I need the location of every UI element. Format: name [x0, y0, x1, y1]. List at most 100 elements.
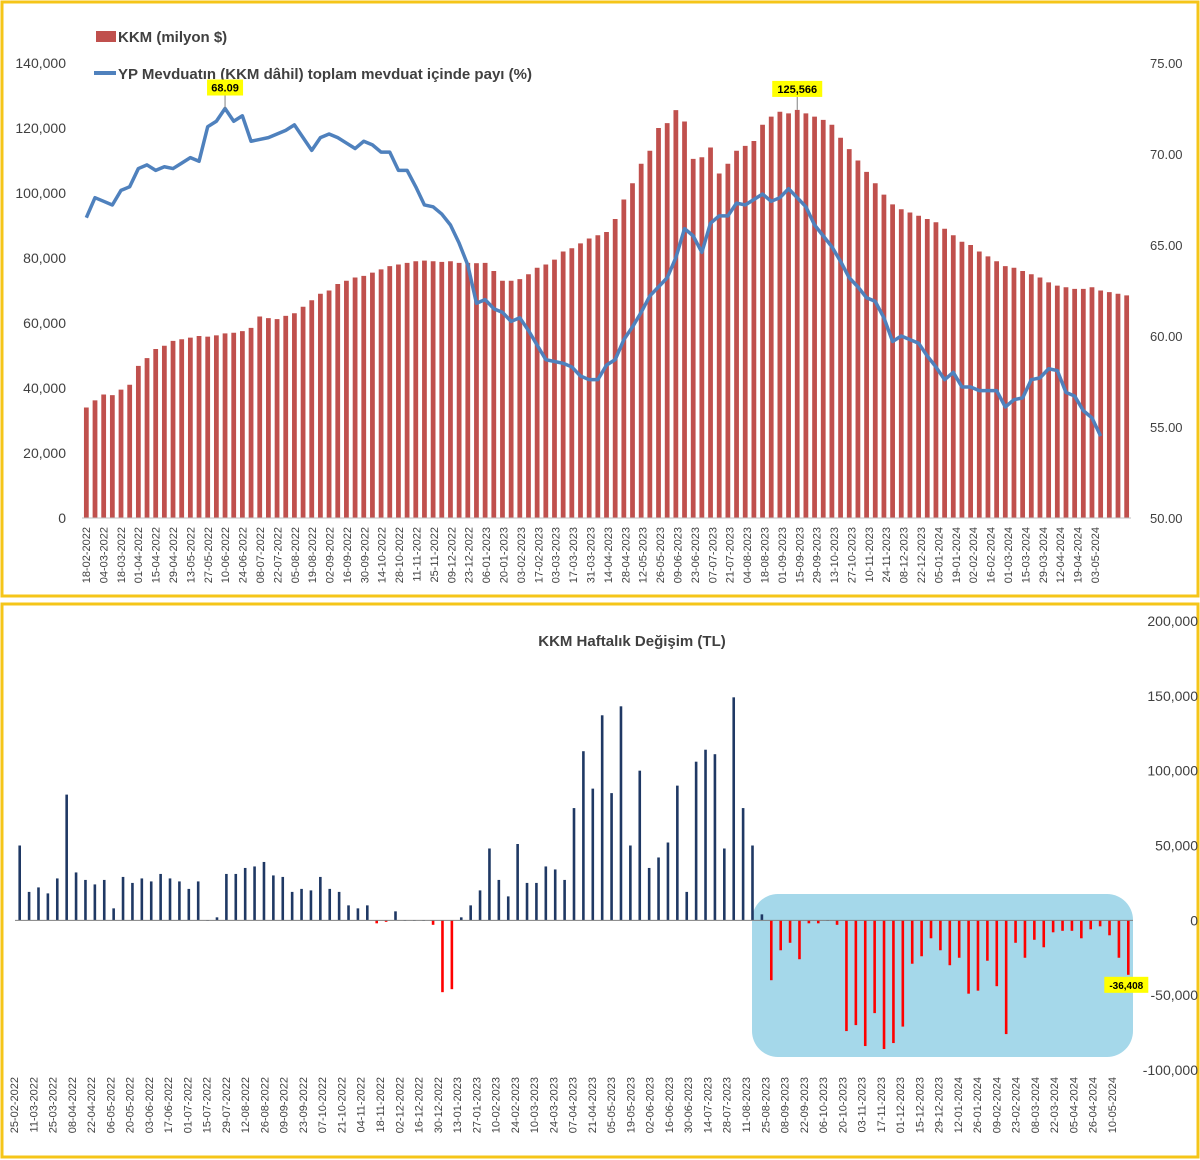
- x-axis-tick-label: 15-09-2023: [794, 527, 806, 583]
- x-axis-tick-label: 06-10-2023: [818, 1077, 830, 1133]
- kkm-bar: [621, 199, 627, 518]
- weekly-decrease-bar: [845, 920, 848, 1032]
- kkm-bar: [890, 204, 895, 519]
- weekly-increase-bar: [215, 917, 219, 921]
- kkm-bar: [760, 124, 765, 518]
- weekly-increase-bar: [131, 882, 134, 921]
- x-axis-tick-label: 31-03-2023: [586, 527, 598, 583]
- weekly-increase-bar: [600, 715, 604, 921]
- left-axis-tick-label: 0: [58, 510, 66, 526]
- kkm-bar: [933, 222, 939, 518]
- kkm-bar: [1063, 287, 1069, 518]
- x-axis-tick-label: 06-05-2022: [105, 1077, 117, 1133]
- y-axis-tick-label: 100,000: [1147, 763, 1198, 779]
- kkm-bar: [370, 272, 375, 519]
- kkm-bar: [352, 277, 358, 518]
- x-axis-tick-label: 25-03-2022: [48, 1077, 60, 1133]
- weekly-increase-bar: [647, 867, 651, 921]
- right-axis-tick-label: 70.00: [1150, 147, 1183, 162]
- kkm-bar: [517, 279, 523, 519]
- x-axis-tick-label: 15-03-2024: [1020, 527, 1032, 583]
- weekly-increase-bar: [262, 861, 266, 921]
- x-axis-tick-label: 11-08-2023: [741, 1077, 753, 1132]
- weekly-decrease-bar: [882, 920, 886, 1050]
- weekly-increase-bar: [225, 873, 228, 921]
- weekly-increase-bar: [713, 754, 717, 921]
- weekly-increase-bar: [337, 891, 341, 921]
- x-axis-tick-label: 20-10-2023: [837, 1077, 849, 1133]
- left-axis-tick-label: 60,000: [23, 315, 66, 331]
- x-axis-tick-label: 09-06-2023: [672, 527, 684, 583]
- weekly-increase-bar: [356, 908, 360, 921]
- kkm-bar: [482, 262, 488, 519]
- kkm-bar: [335, 284, 341, 518]
- x-axis-tick-label: 12-04-2024: [1055, 527, 1067, 583]
- x-axis-tick-label: 07-07-2023: [707, 527, 719, 583]
- weekly-increase-bar: [582, 751, 585, 921]
- x-axis-tick-label: 17-02-2023: [533, 527, 545, 583]
- kkm-bar: [118, 389, 124, 519]
- x-axis-tick-label: 18-11-2022: [375, 1077, 387, 1132]
- weekly-increase-bar: [366, 905, 369, 921]
- weekly-increase-bar: [685, 891, 689, 921]
- x-axis-tick-label: 09-02-2024: [991, 1077, 1003, 1133]
- x-axis-tick-label: 18-03-2022: [116, 527, 128, 583]
- kkm-bar: [396, 264, 401, 518]
- weekly-increase-bar: [309, 890, 313, 921]
- weekly-increase-bar: [46, 893, 50, 921]
- right-axis-tick-label: 60.00: [1150, 329, 1183, 344]
- weekly-increase-bar: [140, 878, 144, 921]
- weekly-decrease-bar: [779, 920, 782, 951]
- weekly-callout-box: [1104, 976, 1149, 993]
- weekly-increase-bar: [459, 917, 463, 921]
- left-axis-tick-label: 140,000: [15, 55, 66, 71]
- kkm-bar: [855, 160, 861, 518]
- legend-label-bar: KKM (milyon $): [118, 29, 227, 46]
- weekly-increase-bar: [591, 788, 595, 921]
- weekly-increase-bar: [196, 881, 200, 921]
- x-axis-tick-label: 17-06-2022: [163, 1077, 175, 1133]
- x-axis-tick-label: 14-10-2022: [377, 527, 389, 583]
- x-axis-tick-label: 08-12-2023: [899, 527, 911, 583]
- kkm-bar: [907, 212, 913, 518]
- x-axis-tick-label: 24-11-2023: [881, 527, 893, 582]
- kkm-bar: [179, 339, 185, 518]
- weekly-increase-bar: [93, 884, 97, 921]
- x-axis-tick-label: 27-01-2023: [471, 1077, 483, 1133]
- kkm-bar: [812, 116, 817, 519]
- weekly-increase-bar: [516, 844, 519, 921]
- x-axis-tick-label: 28-07-2023: [722, 1077, 734, 1133]
- weekly-decrease-bar: [1089, 920, 1093, 930]
- kkm-bar: [300, 306, 306, 518]
- weekly-increase-bar: [112, 908, 115, 921]
- kkm-bar: [630, 183, 635, 518]
- x-axis-tick-label: 24-03-2023: [548, 1077, 560, 1133]
- x-axis-tick-label: 20-01-2023: [499, 527, 511, 583]
- line-callout-label: 68.09: [211, 83, 239, 95]
- x-axis-tick-label: 26-01-2024: [972, 1077, 984, 1133]
- weekly-increase-bar: [610, 793, 613, 921]
- kkm-bar: [1054, 285, 1060, 519]
- kkm-bar: [526, 274, 531, 518]
- x-axis-tick-label: 22-12-2023: [916, 527, 928, 583]
- x-axis-tick-label: 03-06-2022: [144, 1077, 156, 1133]
- kkm-bar: [612, 219, 618, 518]
- weekly-decrease-bar: [948, 920, 952, 966]
- x-axis-tick-label: 23-12-2022: [464, 527, 476, 583]
- kkm-bar: [768, 116, 774, 519]
- kkm-bar: [1002, 266, 1008, 519]
- x-axis-tick-label: 22-09-2023: [799, 1077, 811, 1133]
- weekly-decrease-bar: [1014, 920, 1017, 943]
- kkm-bar: [1106, 292, 1112, 519]
- weekly-decrease-bar: [1070, 920, 1074, 931]
- weekly-increase-bar: [629, 845, 632, 921]
- x-axis-tick-label: 19-04-2024: [1073, 527, 1085, 583]
- x-axis-tick-label: 30-12-2022: [433, 1077, 445, 1133]
- y-axis-tick-label: 150,000: [1147, 688, 1198, 704]
- weekly-decrease-bar: [1127, 920, 1130, 975]
- weekly-increase-bar: [319, 876, 322, 921]
- kkm-bar: [1098, 290, 1104, 518]
- kkm-bar: [716, 173, 722, 518]
- kkm-bar: [1080, 288, 1086, 519]
- bar-callout-label: 125,566: [777, 84, 817, 96]
